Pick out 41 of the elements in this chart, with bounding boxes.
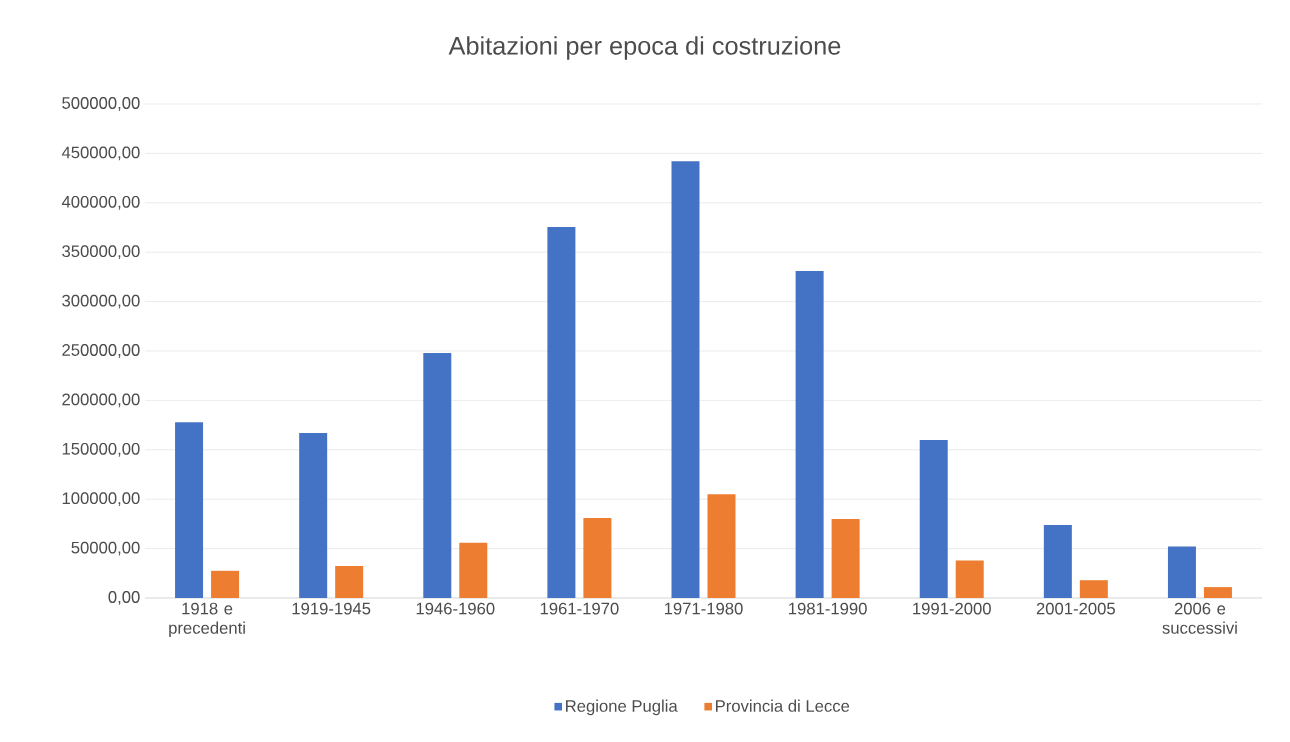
x-tick-label: 1971-1980 xyxy=(664,602,743,615)
x-tick-label: 1946-1960 xyxy=(416,602,495,615)
y-tick-label: 100000,00 xyxy=(62,492,140,507)
bar xyxy=(955,560,984,598)
bar xyxy=(707,494,736,598)
y-tick-label: 0,00 xyxy=(108,591,140,605)
x-tick-label: 1981-1990 xyxy=(789,602,867,615)
bar xyxy=(175,422,204,598)
x-tick-label: 2001-2005 xyxy=(1036,602,1115,615)
bar xyxy=(335,565,364,598)
chart-title: Abitazioni per epoca di costruzione xyxy=(448,36,841,60)
bar xyxy=(1167,546,1196,598)
y-tick-label: 400000,00 xyxy=(61,195,140,210)
bar xyxy=(583,517,612,598)
bar xyxy=(671,161,700,598)
bar xyxy=(795,270,824,598)
y-tick-label: 200000,00 xyxy=(62,393,140,408)
x-tick-label: 2006 e successivi xyxy=(1162,602,1237,634)
y-tick-label: 350000,00 xyxy=(62,245,140,260)
y-tick-label: 250000,00 xyxy=(62,344,140,358)
x-tick-label: 1918 e precedenti xyxy=(169,602,245,638)
y-tick-label: 150000,00 xyxy=(62,442,140,457)
bar xyxy=(299,432,328,598)
bar xyxy=(1043,524,1072,598)
bar xyxy=(211,570,240,598)
bar xyxy=(1203,587,1232,598)
x-tick-label: 1991-2000 xyxy=(913,602,991,615)
bar xyxy=(919,439,948,598)
y-tick-label: 500000,00 xyxy=(62,97,140,111)
x-tick-label: 1961-1970 xyxy=(540,602,619,615)
x-tick-label: 1919-1945 xyxy=(292,602,371,615)
bar xyxy=(831,518,860,598)
bar xyxy=(459,542,488,598)
legend-label: Provincia di Lecce xyxy=(716,699,850,712)
legend-label: Regione Puglia xyxy=(566,699,678,716)
bar xyxy=(1079,580,1108,598)
y-tick-label: 50000,00 xyxy=(71,541,140,556)
y-tick-label: 450000,00 xyxy=(61,146,140,161)
bar xyxy=(423,352,452,598)
bar xyxy=(547,226,576,598)
y-tick-label: 300000,00 xyxy=(62,294,140,309)
